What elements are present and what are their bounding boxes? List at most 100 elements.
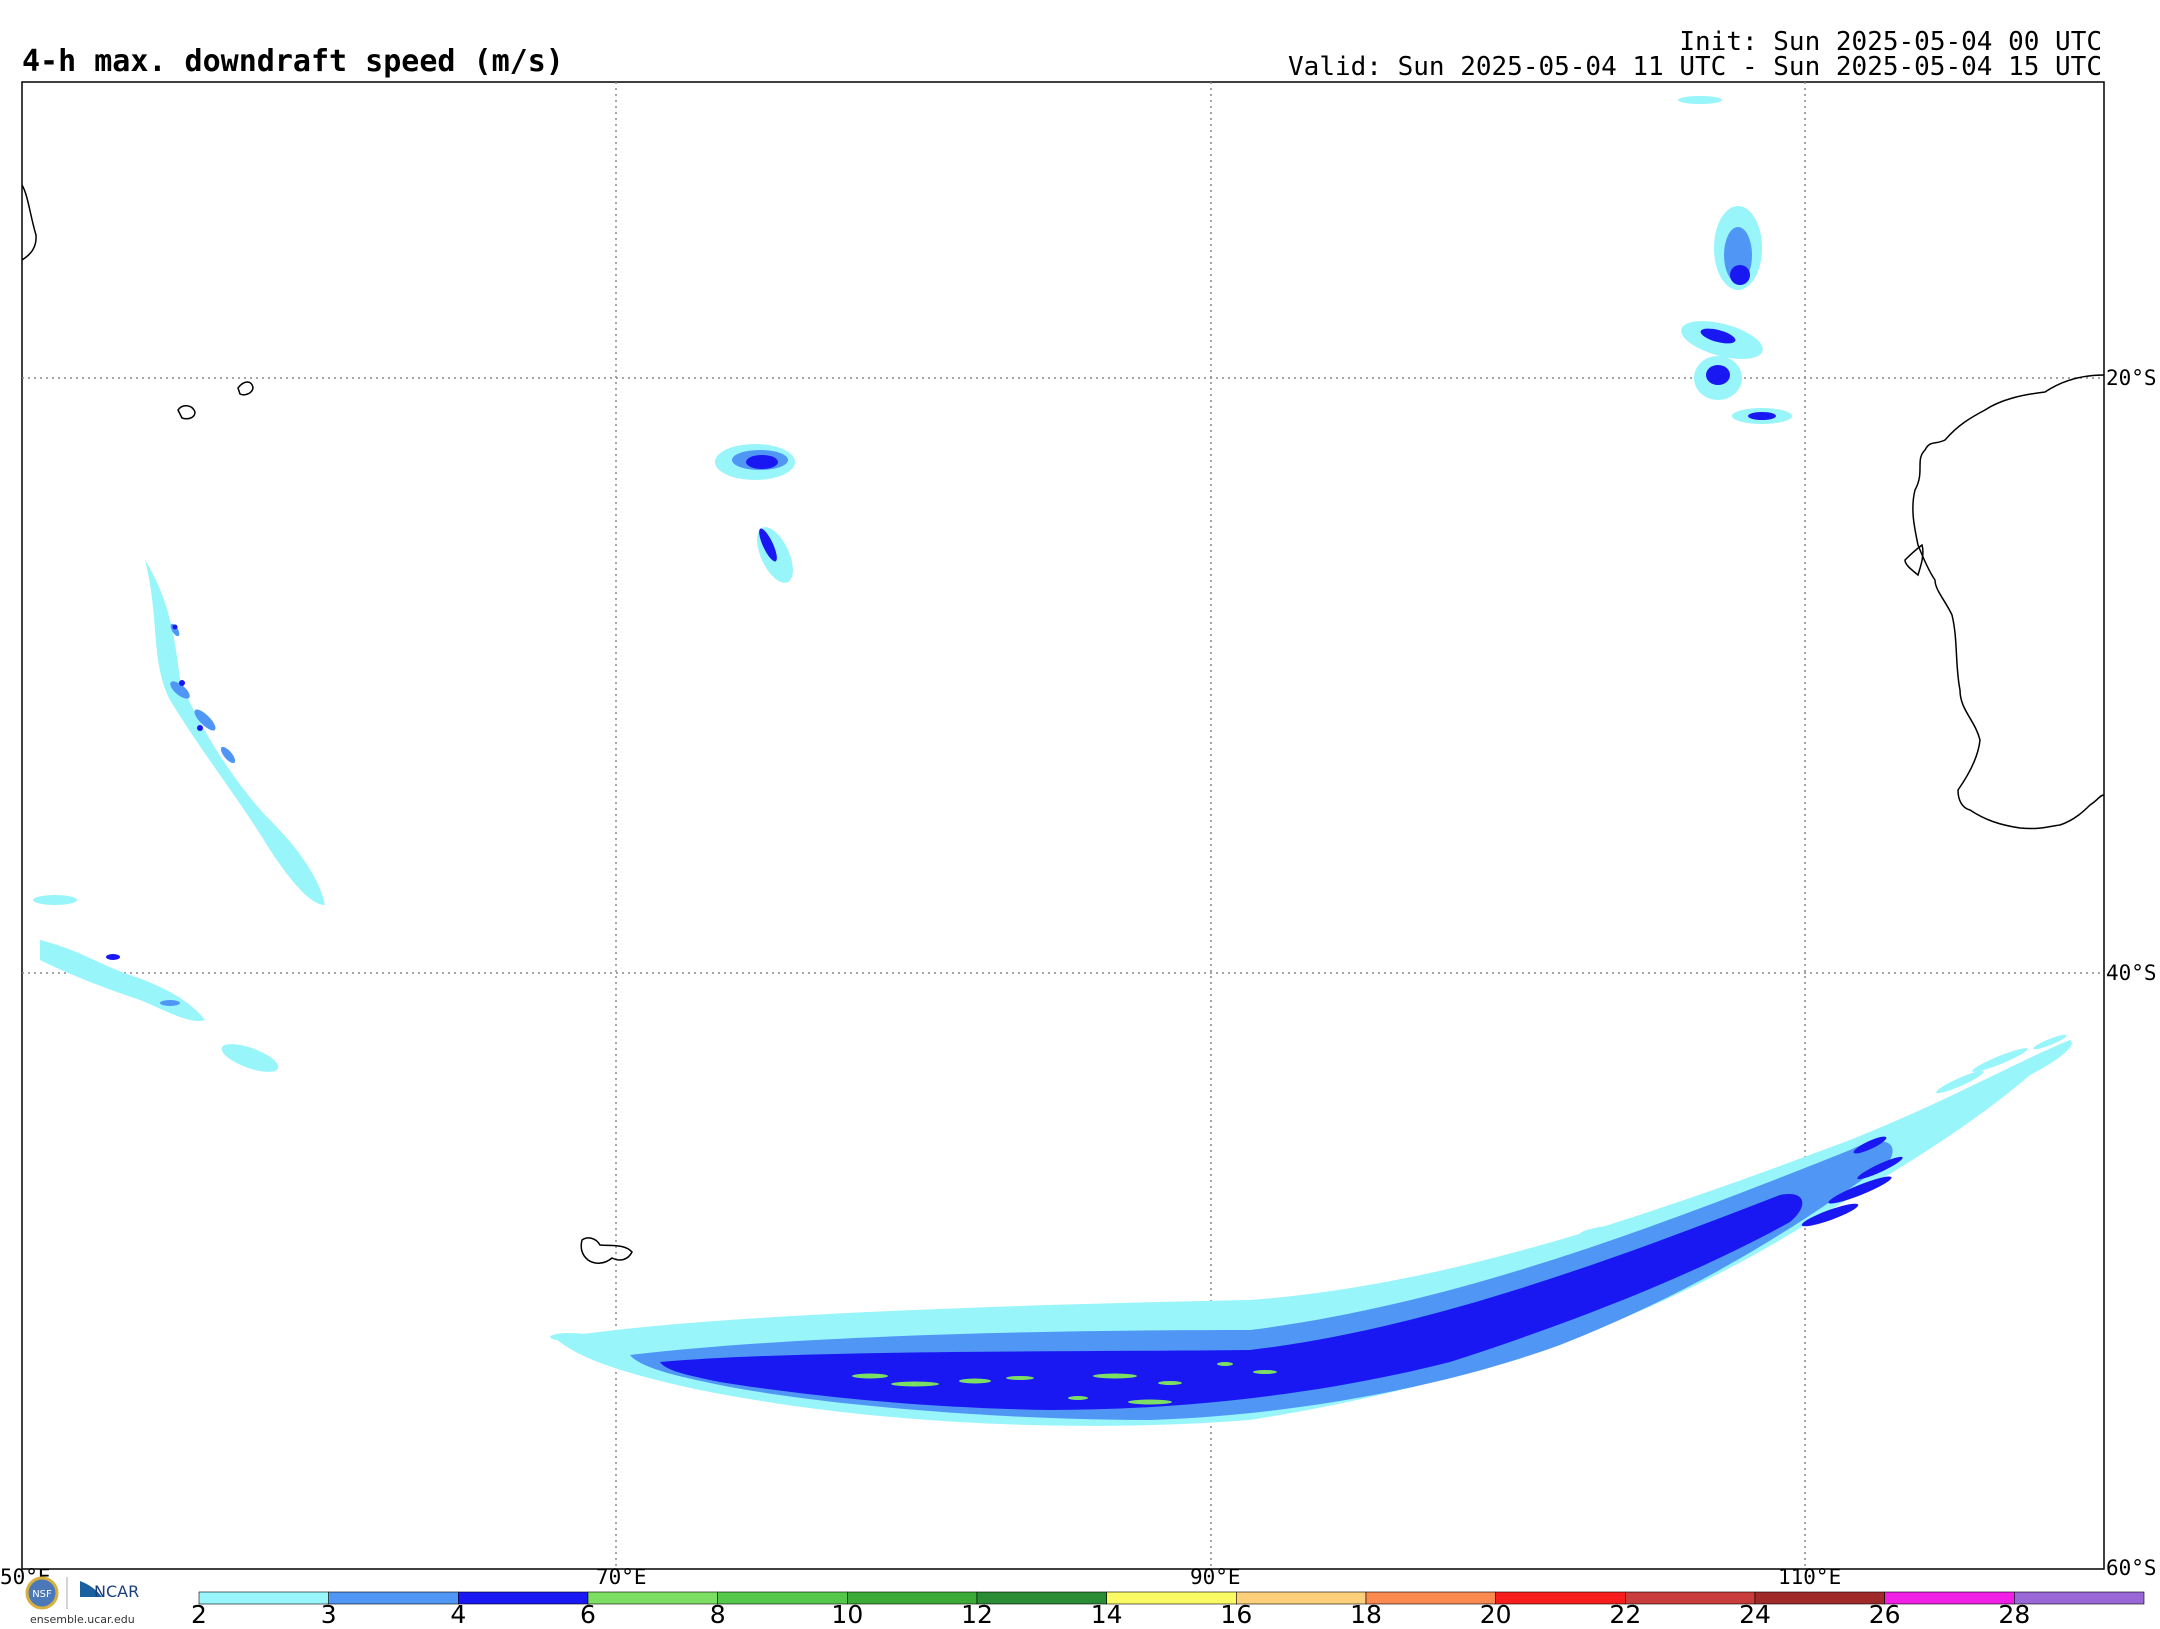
green-streak bbox=[1006, 1376, 1034, 1380]
blob bbox=[172, 624, 178, 630]
colorbar-swatch bbox=[1625, 1591, 1756, 1605]
lon-label-90e: 90°E bbox=[1190, 1565, 1241, 1589]
nsf-ncar-logo: NSF NCAR bbox=[22, 1575, 157, 1625]
plot-frame bbox=[21, 81, 2105, 1570]
southwest-streak-level-4 bbox=[106, 954, 120, 960]
lon-label-110e: 110°E bbox=[1778, 1565, 1841, 1589]
colorbar-swatch bbox=[587, 1591, 718, 1605]
colorbar-tick-label: 28 bbox=[1998, 1600, 2031, 1629]
band-south-level-6 bbox=[852, 1362, 1277, 1405]
colorbar bbox=[198, 1591, 2145, 1605]
southwest-streak-level-2-b bbox=[221, 1044, 279, 1072]
map-title: 4-h max. downdraft speed (m/s) bbox=[22, 44, 564, 79]
west-streak-level-4 bbox=[172, 624, 203, 731]
colorbar-tick-label: 24 bbox=[1739, 1600, 1771, 1629]
southwest-streak-level-2 bbox=[40, 940, 205, 1021]
green-streak bbox=[1217, 1362, 1233, 1366]
band-south-level-4 bbox=[660, 1194, 1803, 1410]
lat-label-40s: 40°S bbox=[2106, 961, 2157, 985]
time-header: Init: Sun 2025-05-04 00 UTC Valid: Sun 2… bbox=[1288, 27, 2102, 82]
downdraft-northeast-cells bbox=[1678, 96, 1792, 424]
colorbar-swatch bbox=[717, 1591, 848, 1605]
streak bbox=[1580, 1225, 1620, 1235]
blob bbox=[220, 746, 236, 764]
coastline-kerguelen bbox=[580, 1237, 633, 1264]
streak bbox=[1666, 1235, 1734, 1255]
graticule bbox=[22, 82, 2104, 1569]
valid-time: Valid: Sun 2025-05-04 11 UTC - Sun 2025-… bbox=[1288, 52, 2102, 82]
downdraft-band-south bbox=[550, 1034, 2072, 1426]
ne-cell-c-level-4 bbox=[1706, 365, 1730, 385]
southwest-streak-level-3 bbox=[160, 1000, 180, 1006]
coastline-shark-bay bbox=[1904, 543, 1924, 577]
green-streak bbox=[852, 1373, 888, 1379]
streak bbox=[2033, 1034, 2067, 1050]
colorbar-tick-label: 16 bbox=[1220, 1600, 1253, 1629]
band-south-outliers bbox=[550, 1034, 2067, 1341]
lon-label-70e: 70°E bbox=[596, 1565, 647, 1589]
green-streak bbox=[959, 1378, 991, 1384]
ne-cell-e-level-2 bbox=[1678, 96, 1722, 104]
logo-url: ensemble.ucar.edu bbox=[30, 1613, 135, 1626]
ncar-text: NCAR bbox=[94, 1582, 139, 1601]
colorbar-swatch bbox=[328, 1591, 459, 1605]
colorbar-tick-label: 18 bbox=[1350, 1600, 1382, 1629]
colorbar-tick-label: 12 bbox=[961, 1600, 993, 1629]
streak bbox=[1853, 1136, 1887, 1154]
colorbar-swatch bbox=[2014, 1591, 2145, 1605]
ne-cell-level-4 bbox=[1730, 265, 1750, 285]
west-streak-level-2 bbox=[145, 560, 325, 905]
coastline-mauritius bbox=[237, 381, 254, 396]
colorbar-tick-label: 26 bbox=[1868, 1600, 1901, 1629]
green-streak bbox=[1158, 1381, 1182, 1385]
green-streak bbox=[1068, 1396, 1088, 1400]
downdraft-west-streak bbox=[33, 560, 325, 1072]
band-south-level-3 bbox=[630, 1141, 1893, 1420]
colorbar-swatch bbox=[1884, 1591, 2015, 1605]
streak bbox=[1857, 1156, 1903, 1180]
colorbar-swatch bbox=[1754, 1591, 1885, 1605]
nsf-seal-icon bbox=[25, 1576, 59, 1610]
nsf-seal-text: NSF bbox=[32, 1589, 52, 1600]
green-streak bbox=[1128, 1399, 1172, 1405]
colorbar-swatch bbox=[847, 1591, 978, 1605]
band-south-level-4-streaks bbox=[1620, 1136, 1903, 1278]
colorbar-tick-label: 6 bbox=[580, 1600, 596, 1629]
colorbar-swatch bbox=[458, 1591, 589, 1605]
coastline-madagascar bbox=[21, 184, 37, 261]
colorbar-tick-label: 3 bbox=[320, 1600, 337, 1629]
ne-cell-b-level-4 bbox=[1700, 328, 1736, 344]
lat-label-60s: 60°S bbox=[2106, 1556, 2157, 1580]
colorbar-swatch bbox=[976, 1591, 1107, 1605]
colorbar-swatch bbox=[1365, 1591, 1496, 1605]
green-streak bbox=[1093, 1373, 1137, 1379]
colorbar-tick-label: 20 bbox=[1479, 1600, 1512, 1629]
streak bbox=[550, 1333, 590, 1341]
colorbar-tick-label: 14 bbox=[1090, 1600, 1123, 1629]
colorbar-swatch bbox=[198, 1591, 329, 1605]
colorbar-swatch bbox=[1106, 1591, 1237, 1605]
streak bbox=[1828, 1176, 1892, 1204]
blob bbox=[179, 680, 185, 686]
streak bbox=[1936, 1070, 1984, 1094]
ne-cell-d-level-4 bbox=[1748, 412, 1776, 420]
streak bbox=[1524, 1244, 1576, 1256]
colorbar-swatch bbox=[1495, 1591, 1626, 1605]
colorbar-tick-label: 2 bbox=[191, 1600, 207, 1629]
band-south-level-2 bbox=[555, 1040, 2072, 1426]
central-cell-2-level-4 bbox=[759, 528, 777, 562]
green-streak bbox=[891, 1381, 939, 1387]
central-cell-level-4 bbox=[746, 455, 778, 469]
coastline-reunion bbox=[177, 405, 196, 420]
blob bbox=[170, 681, 190, 699]
colorbar-tick-label: 22 bbox=[1609, 1600, 1642, 1629]
southwest-streak-level-2-c bbox=[33, 895, 77, 905]
coastline-australia bbox=[1912, 374, 2105, 830]
ncar-mark-icon bbox=[80, 1581, 102, 1597]
init-time: Init: Sun 2025-05-04 00 UTC bbox=[1679, 27, 2102, 57]
streak bbox=[1972, 1048, 2028, 1072]
streak bbox=[1801, 1203, 1859, 1227]
colorbar-tick-label: 8 bbox=[709, 1600, 726, 1629]
coastlines bbox=[21, 184, 2105, 1264]
